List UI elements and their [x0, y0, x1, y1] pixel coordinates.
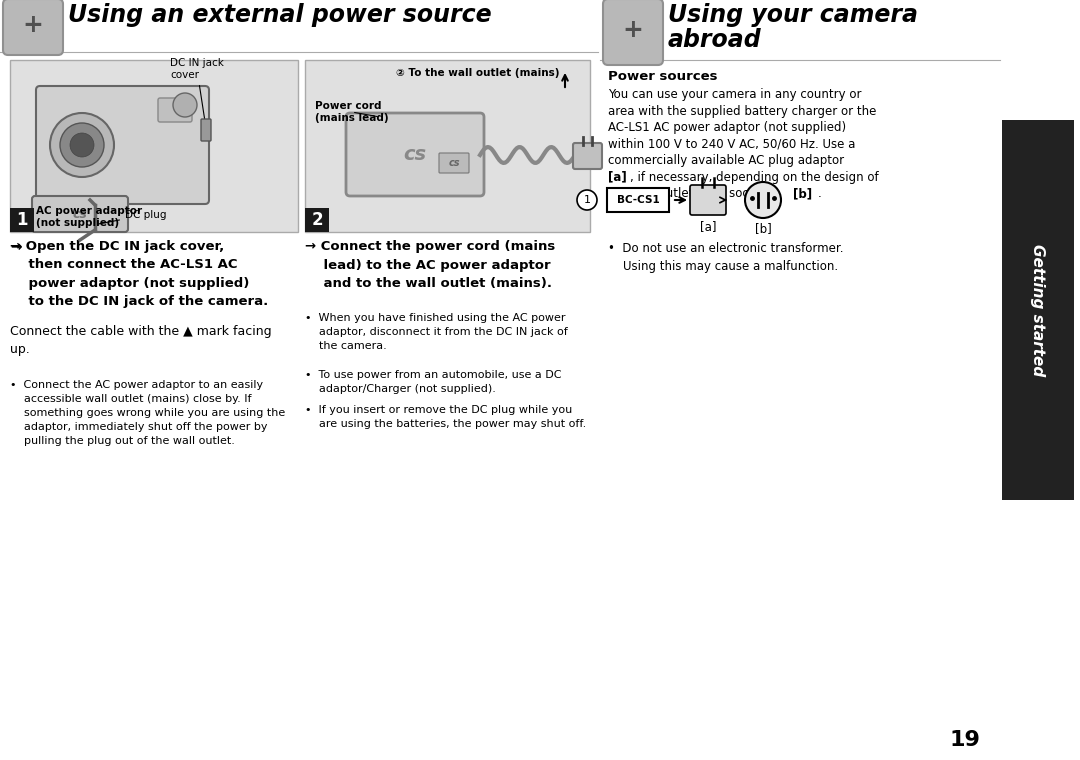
Text: commercially available AC plug adaptor: commercially available AC plug adaptor: [608, 154, 845, 167]
Text: AC power adaptor
(not supplied): AC power adaptor (not supplied): [36, 207, 143, 228]
Text: cs: cs: [448, 158, 460, 168]
FancyBboxPatch shape: [603, 0, 663, 65]
Text: abroad: abroad: [669, 28, 761, 52]
Text: AC-LS1 AC power adaptor (not supplied): AC-LS1 AC power adaptor (not supplied): [608, 121, 846, 134]
FancyBboxPatch shape: [36, 86, 210, 204]
FancyBboxPatch shape: [346, 113, 484, 196]
Text: 2: 2: [311, 211, 323, 229]
FancyBboxPatch shape: [158, 98, 192, 122]
Text: 1: 1: [583, 195, 591, 205]
Text: DC IN jack
cover: DC IN jack cover: [170, 59, 224, 125]
FancyBboxPatch shape: [305, 60, 590, 232]
Text: [b]: [b]: [793, 187, 812, 200]
Text: 1: 1: [16, 211, 28, 229]
FancyBboxPatch shape: [3, 0, 63, 55]
Text: [b]: [b]: [755, 222, 771, 235]
Text: , if necessary, depending on the design of: , if necessary, depending on the design …: [630, 170, 879, 183]
Text: •  Do not use an electronic transformer.
    Using this may cause a malfunction.: • Do not use an electronic transformer. …: [608, 242, 843, 273]
Circle shape: [745, 182, 781, 218]
Text: •  If you insert or remove the DC plug while you
    are using the batteries, th: • If you insert or remove the DC plug wh…: [305, 405, 586, 429]
Text: Using an external power source: Using an external power source: [68, 3, 491, 27]
Text: •  When you have finished using the AC power
    adaptor, disconnect it from the: • When you have finished using the AC po…: [305, 313, 568, 351]
FancyBboxPatch shape: [10, 208, 33, 232]
Text: •  To use power from an automobile, use a DC
    adaptor/Charger (not supplied).: • To use power from an automobile, use a…: [305, 370, 562, 394]
Text: cs: cs: [404, 145, 427, 164]
Text: Using your camera: Using your camera: [669, 3, 918, 27]
Text: → Open the DC IN jack cover,
    then connect the AC-LS1 AC
    power adaptor (n: → Open the DC IN jack cover, then connec…: [10, 240, 268, 309]
Circle shape: [70, 133, 94, 157]
Text: ② To the wall outlet (mains): ② To the wall outlet (mains): [395, 68, 559, 78]
Circle shape: [60, 123, 104, 167]
Text: area with the supplied battery charger or the: area with the supplied battery charger o…: [608, 105, 876, 118]
Text: You can use your camera in any country or: You can use your camera in any country o…: [608, 88, 862, 101]
FancyBboxPatch shape: [690, 185, 726, 215]
Text: •  Connect the AC power adaptor to an easily
    accessible wall outlet (mains) : • Connect the AC power adaptor to an eas…: [10, 380, 285, 446]
Text: BC-CS1: BC-CS1: [617, 195, 660, 205]
FancyBboxPatch shape: [438, 153, 469, 173]
FancyBboxPatch shape: [201, 119, 211, 141]
Text: [a]: [a]: [608, 170, 626, 183]
Text: +: +: [23, 13, 43, 37]
Text: +: +: [622, 18, 644, 42]
Text: Power cord
(mains lead): Power cord (mains lead): [315, 101, 389, 123]
Circle shape: [50, 113, 114, 177]
Text: 19: 19: [949, 730, 980, 750]
Text: Getting started: Getting started: [1030, 244, 1045, 376]
Text: DC plug: DC plug: [96, 210, 166, 224]
Text: [a]: [a]: [700, 220, 716, 233]
FancyBboxPatch shape: [607, 188, 669, 212]
Text: within 100 V to 240 V AC, 50/60 Hz. Use a: within 100 V to 240 V AC, 50/60 Hz. Use …: [608, 138, 855, 150]
Text: Power sources: Power sources: [608, 70, 717, 83]
FancyBboxPatch shape: [10, 60, 298, 232]
FancyBboxPatch shape: [573, 143, 602, 169]
FancyBboxPatch shape: [1002, 120, 1074, 500]
Text: →: →: [10, 240, 22, 254]
FancyBboxPatch shape: [305, 208, 329, 232]
Circle shape: [173, 93, 197, 117]
Text: cs: cs: [72, 207, 87, 220]
Text: .: .: [818, 187, 822, 200]
Text: the wall outlet (wall socket): the wall outlet (wall socket): [608, 187, 775, 200]
Text: Connect the cable with the ▲ mark facing
up.: Connect the cable with the ▲ mark facing…: [10, 325, 272, 356]
FancyBboxPatch shape: [32, 196, 129, 232]
Circle shape: [577, 190, 597, 210]
Text: → Connect the power cord (mains
    lead) to the AC power adaptor
    and to the: → Connect the power cord (mains lead) to…: [305, 240, 555, 290]
